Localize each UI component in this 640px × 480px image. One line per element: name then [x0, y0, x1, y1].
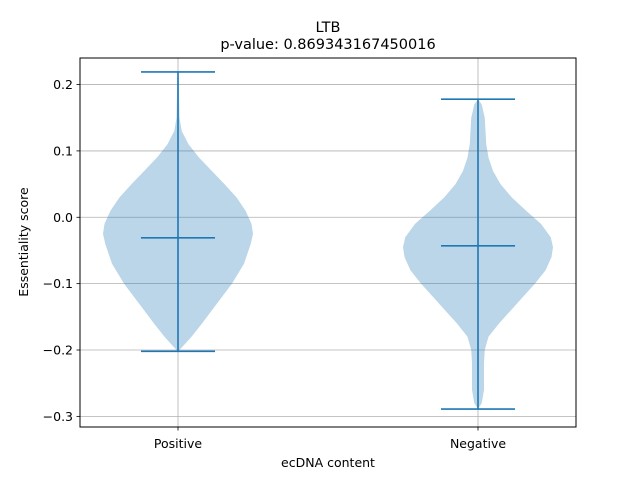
y-tick-label: −0.2 [43, 343, 73, 358]
violin-stat-lines [141, 71, 515, 410]
y-tick-label: 0.1 [53, 143, 73, 158]
chart-title: LTB [316, 20, 341, 36]
plot-frame [79, 57, 577, 428]
x-tick-label: Positive [154, 436, 202, 451]
chart-subtitle: p-value: 0.869343167450016 [220, 37, 435, 53]
y-tick-label: 0.0 [53, 210, 73, 225]
y-tick-label: −0.3 [43, 409, 73, 424]
y-axis-ticks: −0.3 −0.2 −0.1 0.0 0.1 0.2 [43, 77, 80, 424]
y-axis-label: Essentiality score [16, 187, 31, 297]
y-tick-label: 0.2 [53, 77, 73, 92]
x-axis-label: ecDNA content [281, 455, 375, 470]
x-axis-ticks: Positive Negative [154, 427, 506, 451]
y-tick-label: −0.1 [43, 276, 73, 291]
x-tick-label: Negative [450, 436, 506, 451]
